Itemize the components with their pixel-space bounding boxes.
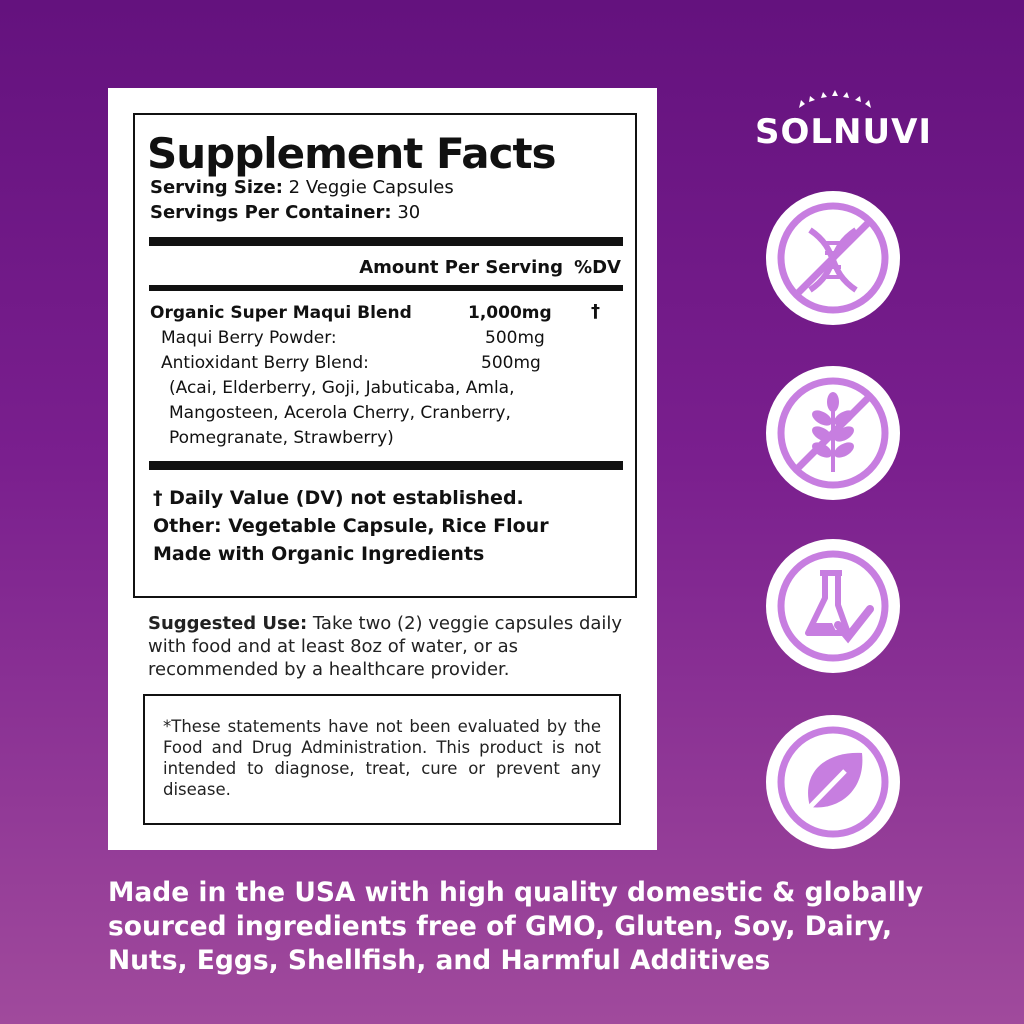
serving-size-label: Serving Size: <box>150 177 283 198</box>
lab-tested-flask-icon <box>766 539 900 673</box>
facts-panel: Supplement Facts Serving Size: 2 Veggie … <box>133 113 637 598</box>
blend-name: Organic Super Maqui Blend <box>150 303 412 323</box>
servings: 30 <box>397 202 421 223</box>
tagline-line: Nuts, Eggs, Shellfish, and Harmful Addit… <box>108 945 771 976</box>
plant-based-leaf-icon <box>766 715 900 849</box>
amount-header: Amount Per Serving <box>359 257 563 278</box>
item-name: Antioxidant Berry Blend: <box>161 353 369 373</box>
dv-header: %DV <box>574 257 621 278</box>
no-gmo-dna-icon <box>766 191 900 325</box>
other-ingredients: Other: Vegetable Capsule, Rice Flour <box>153 515 549 537</box>
footnote: † Daily Value (DV) not established. <box>153 487 524 509</box>
suggested-use-label: Suggested Use: <box>148 613 308 634</box>
brand-logo: SOLNUVI <box>755 90 933 152</box>
suggested-use: Suggested Use: Take two (2) veggie capsu… <box>148 612 628 681</box>
bottom-tagline: Made in the USA with high quality domest… <box>108 876 988 978</box>
blend-amount: 1,000mg <box>468 303 552 323</box>
brand-name: SOLNUVI <box>755 112 933 152</box>
gluten-free-wheat-icon <box>766 366 900 500</box>
serving-size: 2 Veggie Capsules <box>288 177 454 198</box>
organic-note: Made with Organic Ingredients <box>153 543 485 565</box>
item-amount: 500mg <box>481 353 541 373</box>
blend-dv: † <box>591 301 600 322</box>
divider <box>149 461 623 470</box>
servings-label: Servings Per Container: <box>150 202 392 223</box>
divider <box>149 285 623 291</box>
item-amount: 500mg <box>485 328 545 348</box>
tagline-line: sourced ingredients free of GMO, Gluten,… <box>108 911 893 942</box>
berry-list: (Acai, Elderberry, Goji, Jabuticaba, Aml… <box>169 378 515 398</box>
suggested-use-text: Take two (2) veggie capsules daily with … <box>148 613 623 680</box>
berry-list: Pomegranate, Strawberry) <box>169 428 394 448</box>
divider <box>149 237 623 246</box>
item-name: Maqui Berry Powder: <box>161 328 337 348</box>
tagline-line: Made in the USA with high quality domest… <box>108 877 924 908</box>
facts-title: Supplement Facts <box>147 129 557 178</box>
supplement-facts-card: Supplement Facts Serving Size: 2 Veggie … <box>108 88 657 850</box>
sun-rays-icon <box>799 90 871 108</box>
berry-list: Mangosteen, Acerola Cherry, Cranberry, <box>169 403 511 423</box>
fda-disclaimer: *These statements have not been evaluate… <box>143 694 621 825</box>
